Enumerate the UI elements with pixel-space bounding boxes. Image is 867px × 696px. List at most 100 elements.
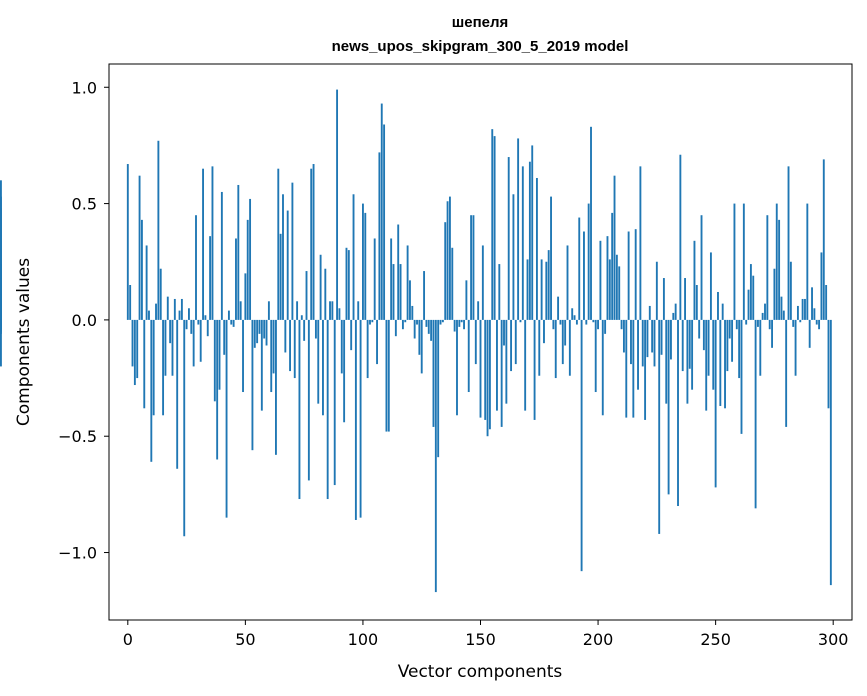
chart-title: шепеля [452,14,509,31]
bar [662,278,665,320]
x-tick-label: 100 [348,630,379,649]
bar [568,319,571,376]
bar [354,319,357,520]
bar [251,319,254,451]
x-tick-label: 200 [583,630,614,649]
bar [150,319,153,462]
bar [700,215,703,320]
bar [667,319,670,495]
bar [279,233,282,320]
y-tick-label: −1.0 [58,544,97,563]
bar [159,268,162,320]
bar [735,319,738,330]
bar [535,177,538,320]
y-tick-label: −0.5 [58,427,97,446]
bar [552,319,555,330]
bar [782,310,785,320]
bar [496,319,498,411]
bar [618,266,621,320]
bar [0,180,2,320]
bar [232,319,235,327]
bar [166,296,169,320]
bar [409,280,411,320]
bar [724,319,726,409]
bar [761,312,764,320]
bar [451,247,454,320]
bar [401,319,404,330]
bar [195,215,197,320]
bar [491,129,494,320]
bar [180,298,183,320]
bar [625,319,628,418]
bar [390,238,393,320]
bar [453,319,456,332]
bar [362,203,364,320]
bar [340,319,343,374]
bar [759,319,762,376]
bar [338,308,341,320]
bar [620,319,623,330]
y-axis-label: Components values [14,258,34,426]
bar [138,175,141,320]
bar [131,319,134,367]
bar [764,303,766,320]
bar [719,319,722,406]
bar [397,224,400,320]
bar [220,191,223,320]
bar [698,319,701,339]
bar [223,319,226,355]
bar [775,203,778,320]
bar [364,212,367,320]
bar [202,168,204,320]
bar [648,305,651,320]
bar [681,319,684,372]
bar [613,175,616,320]
bar [235,238,237,320]
bar [587,203,590,320]
y-tick-label: 0.5 [72,195,97,214]
bar [526,259,529,320]
bar [169,319,172,344]
bar [326,319,329,500]
bar [646,319,649,358]
bar [209,236,212,320]
bar [749,264,752,320]
bar [771,319,773,348]
bar [707,319,710,376]
bar [503,319,505,346]
bar [799,319,802,323]
bar [225,319,228,518]
bar [634,229,637,320]
bar [547,250,550,320]
bar [815,319,818,325]
bar [637,319,639,390]
bar [796,305,799,320]
bar [265,319,268,346]
bar [430,319,433,341]
bar [792,319,795,327]
bar [500,319,503,427]
bar [820,252,823,320]
bar [310,168,313,320]
bar [768,319,771,330]
plot-frame [108,63,853,621]
bar [448,196,451,320]
bar [126,164,129,320]
bar [559,319,562,325]
bar [206,319,209,337]
bar [519,319,522,323]
bar [702,319,705,351]
bar [373,238,376,320]
bar [592,319,595,323]
bar [778,219,781,320]
bar [757,319,759,327]
bar [404,319,407,323]
bar [272,319,275,374]
bar [486,319,489,437]
bar [199,319,202,362]
bar [411,305,414,320]
x-tick-label: 150 [465,630,496,649]
bar [658,319,661,534]
bar [136,319,139,379]
bar [324,268,327,320]
